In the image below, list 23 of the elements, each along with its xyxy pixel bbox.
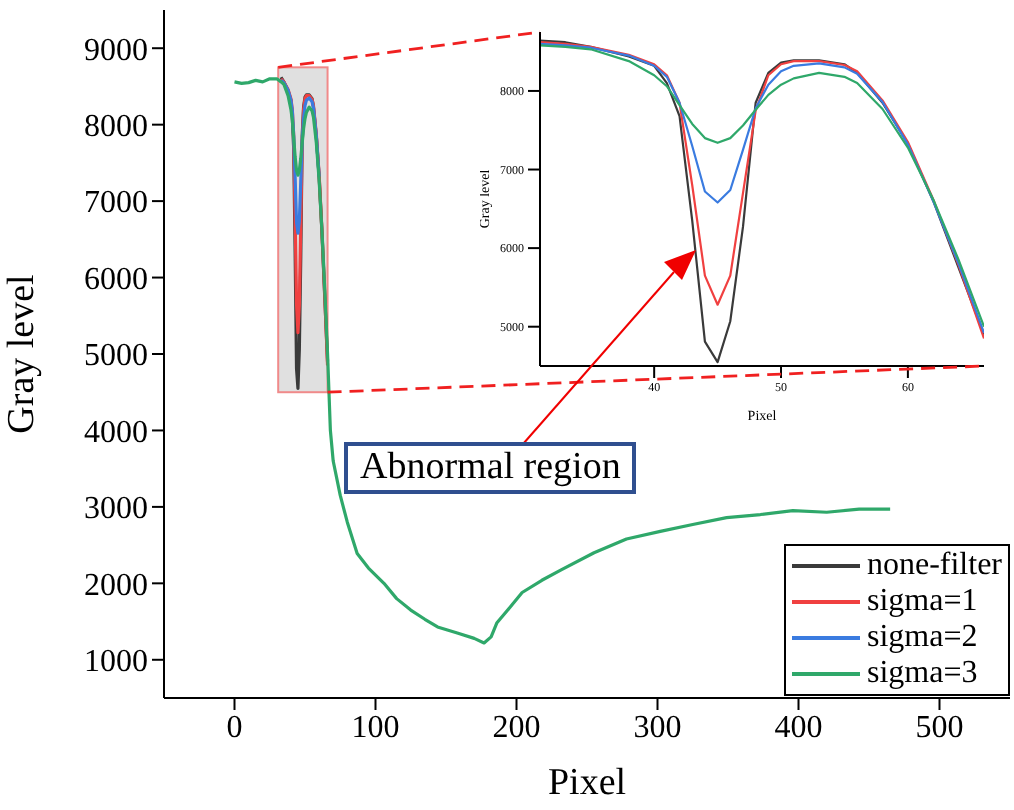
x-tick-label: 500 bbox=[915, 710, 964, 745]
x-tick-label: 0 bbox=[226, 710, 243, 745]
y-tick-label: 1000 bbox=[84, 645, 148, 680]
legend-label: none-filter bbox=[866, 548, 1002, 584]
legend-label: sigma=3 bbox=[866, 656, 978, 692]
y-tick-label: 6000 bbox=[84, 262, 148, 297]
line-series bbox=[279, 78, 321, 235]
legend-label: sigma=1 bbox=[866, 584, 978, 620]
y-tick-label: 2000 bbox=[84, 568, 148, 603]
y-tick-label: 7000 bbox=[84, 186, 148, 221]
y-tick-label: 5000 bbox=[84, 339, 148, 374]
x-axis-title: Pixel bbox=[547, 762, 627, 804]
x-tick-label: 400 bbox=[774, 710, 823, 745]
x-tick-label: 200 bbox=[492, 710, 541, 745]
x-tick-label: 300 bbox=[633, 710, 682, 745]
legend-label: sigma=2 bbox=[866, 620, 978, 656]
x-tick-label: 100 bbox=[351, 710, 400, 745]
y-tick-label: 8000 bbox=[84, 110, 148, 145]
annotation: Abnormal region bbox=[344, 442, 637, 494]
y-tick-label: 3000 bbox=[84, 492, 148, 527]
y-tick-label: 9000 bbox=[84, 33, 148, 68]
y-axis-title: Gray level bbox=[1, 274, 44, 434]
y-tick-label: 4000 bbox=[84, 415, 148, 450]
